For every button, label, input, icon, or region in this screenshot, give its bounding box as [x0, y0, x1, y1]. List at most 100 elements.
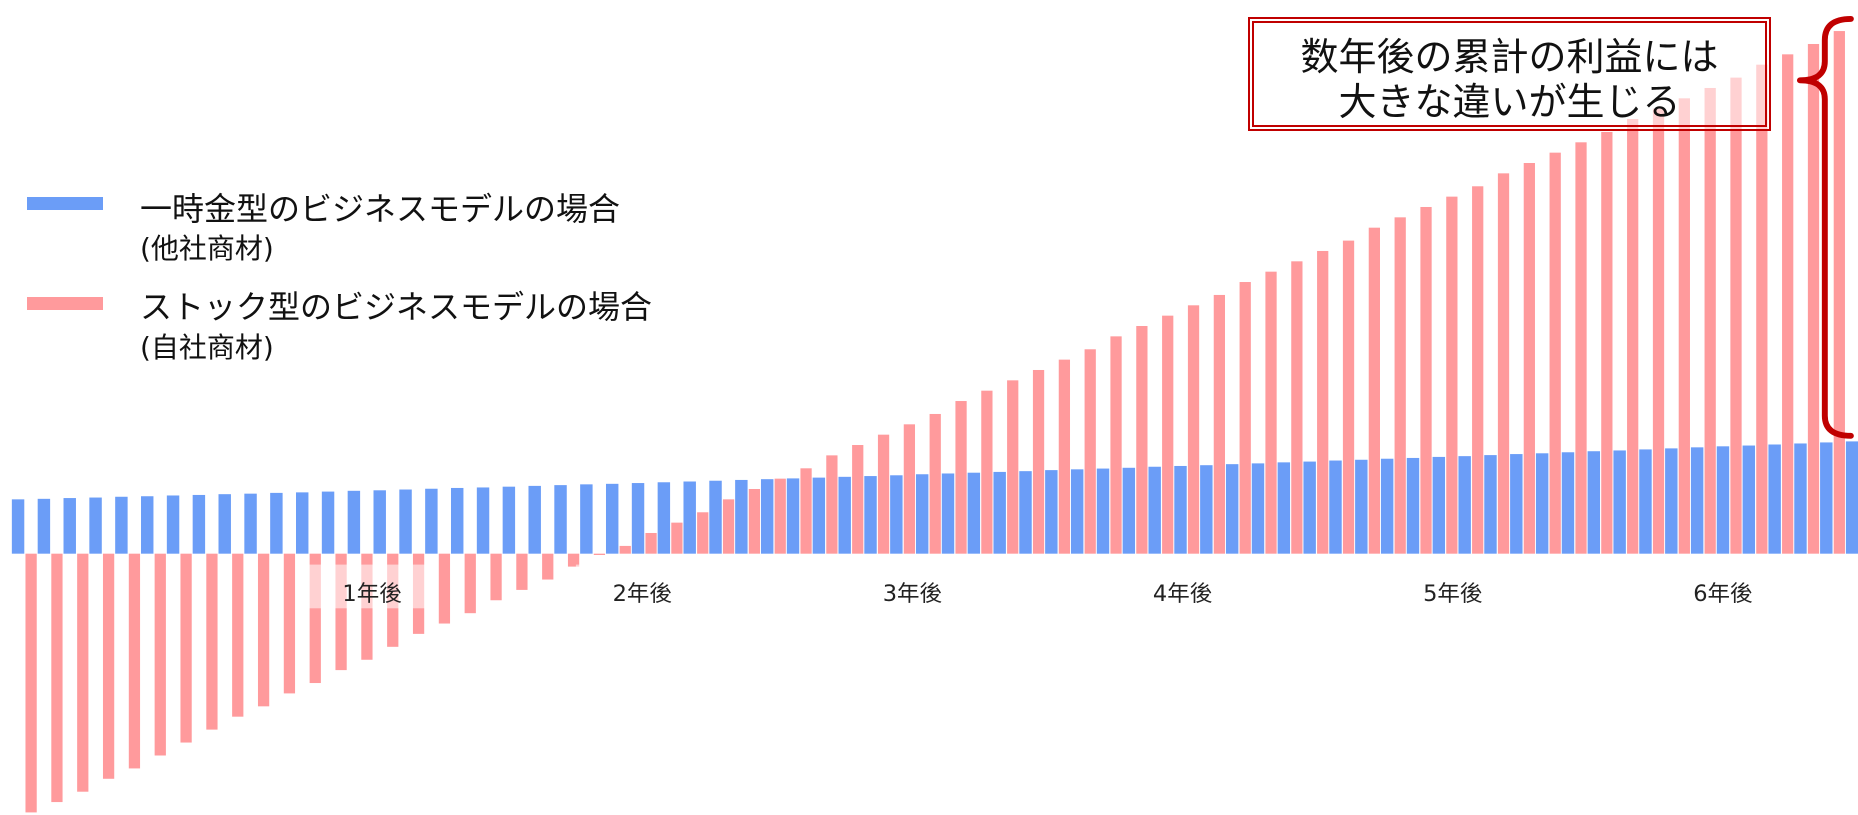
- bar-stock-48: [1239, 282, 1251, 554]
- bar-ichijikin-55: [1406, 457, 1420, 554]
- bar-ichijikin-59: [1510, 454, 1523, 554]
- bar-ichijikin-40: [1019, 471, 1032, 554]
- bar-ichijikin-20: [502, 486, 516, 554]
- bar-stock-59: [1523, 163, 1535, 554]
- bar-ichijikin-66: [1690, 447, 1704, 554]
- bar-ichijikin-19: [476, 487, 490, 554]
- bar-ichijikin-32: [812, 477, 826, 554]
- bar-ichijikin-4: [89, 497, 102, 554]
- series-stock-bars: [25, 31, 1845, 813]
- bar-ichijikin-17: [425, 488, 438, 554]
- bar-ichijikin-64: [1639, 449, 1652, 554]
- bar-ichijikin-57: [1458, 456, 1471, 554]
- legend-swatch-ichijikin: [27, 197, 103, 210]
- callout-line-2: 大きな違いが生じる: [1338, 80, 1681, 124]
- bar-stock-56: [1446, 196, 1458, 554]
- bar-stock-50: [1291, 261, 1303, 554]
- bar-ichijikin-58: [1484, 455, 1497, 554]
- legend: 一時金型のビジネスモデルの場合 (他社商材) ストック型のビジネスモデルの場合 …: [0, 0, 700, 380]
- bar-ichijikin-28: [709, 480, 722, 554]
- bar-stock-9: [232, 553, 244, 717]
- bar-ichijikin-34: [864, 476, 877, 554]
- bar-stock-30: [774, 478, 786, 554]
- bar-ichijikin-12: [296, 492, 309, 554]
- bar-ichijikin-10: [244, 493, 257, 554]
- bar-stock-55: [1420, 206, 1432, 554]
- bar-ichijikin-26: [657, 482, 671, 554]
- bar-stock-7: [180, 553, 192, 743]
- bar-stock-46: [1187, 305, 1200, 554]
- bar-ichijikin-60: [1535, 453, 1549, 554]
- bar-ichijikin-47: [1200, 465, 1213, 554]
- bar-ichijikin-70: [1794, 443, 1807, 554]
- bar-ichijikin-43: [1096, 468, 1110, 554]
- bar-ichijikin-39: [993, 471, 1006, 554]
- bar-stock-3: [77, 553, 89, 792]
- callout-line-1: 数年後の累計の利益には: [1300, 35, 1719, 79]
- bar-stock-1: [25, 553, 37, 813]
- bar-stock-69: [1782, 54, 1794, 554]
- bar-ichijikin-6: [141, 496, 154, 554]
- bar-ichijikin-41: [1045, 470, 1058, 554]
- bar-ichijikin-1: [11, 499, 25, 554]
- bar-ichijikin-33: [838, 476, 851, 554]
- x-tick-label-background: [1386, 564, 1520, 609]
- bar-ichijikin-11: [270, 492, 283, 554]
- bar-stock-25: [645, 532, 657, 554]
- bar-ichijikin-46: [1174, 465, 1187, 554]
- bar-stock-33: [852, 445, 864, 554]
- bar-stock-70: [1807, 43, 1820, 554]
- bar-stock-65: [1678, 98, 1690, 554]
- bar-ichijikin-8: [192, 494, 206, 554]
- bar-stock-38: [981, 390, 993, 554]
- bar-stock-11: [283, 553, 296, 694]
- bar-ichijikin-45: [1148, 466, 1161, 554]
- x-tick-label-background: [1116, 564, 1249, 609]
- bar-stock-42: [1084, 349, 1096, 554]
- x-tick-label: 4年後: [1153, 581, 1212, 607]
- x-tick-label-background: [575, 564, 709, 609]
- bar-stock-31: [800, 468, 812, 554]
- bar-ichijikin-31: [786, 478, 800, 554]
- bar-stock-43: [1110, 336, 1122, 554]
- bar-ichijikin-35: [890, 475, 903, 554]
- bar-ichijikin-18: [450, 487, 464, 554]
- bar-ichijikin-52: [1329, 460, 1342, 554]
- bar-stock-8: [206, 553, 218, 730]
- bar-stock-64: [1652, 108, 1665, 554]
- bar-stock-24: [619, 545, 631, 554]
- bar-ichijikin-30: [760, 479, 774, 554]
- bar-ichijikin-25: [631, 483, 645, 554]
- bar-ichijikin-5: [115, 496, 128, 554]
- bar-stock-26: [671, 522, 683, 554]
- bar-ichijikin-3: [63, 498, 76, 554]
- bar-ichijikin-36: [915, 474, 929, 554]
- bar-ichijikin-38: [967, 472, 981, 554]
- bar-stock-21: [542, 553, 554, 580]
- x-tick-label-background: [305, 564, 439, 609]
- bar-ichijikin-24: [605, 483, 619, 554]
- bar-stock-18: [464, 553, 476, 614]
- bar-stock-39: [1007, 380, 1019, 554]
- bar-ichijikin-62: [1587, 451, 1601, 554]
- bar-stock-29: [748, 489, 761, 554]
- bar-stock-12: [309, 553, 321, 684]
- bar-ichijikin-23: [580, 484, 593, 554]
- bar-stock-47: [1213, 294, 1226, 554]
- x-tick-label: 1年後: [342, 581, 401, 607]
- bar-stock-40: [1032, 369, 1045, 554]
- bar-stock-20: [516, 553, 528, 590]
- legend-swatch-stock: [27, 297, 103, 310]
- bar-stock-52: [1342, 240, 1355, 554]
- bar-stock-13: [335, 553, 347, 671]
- x-tick-label: 3年後: [883, 581, 942, 607]
- series-ichijikin-bars: [11, 441, 1858, 554]
- bar-stock-58: [1497, 173, 1510, 554]
- bar-ichijikin-63: [1613, 450, 1626, 554]
- legend-label-ichijikin: 一時金型のビジネスモデルの場合: [140, 190, 621, 228]
- x-tick-label-background: [1656, 564, 1790, 609]
- bar-stock-62: [1601, 131, 1613, 554]
- bar-ichijikin-37: [941, 473, 955, 554]
- bar-ichijikin-48: [1225, 464, 1239, 554]
